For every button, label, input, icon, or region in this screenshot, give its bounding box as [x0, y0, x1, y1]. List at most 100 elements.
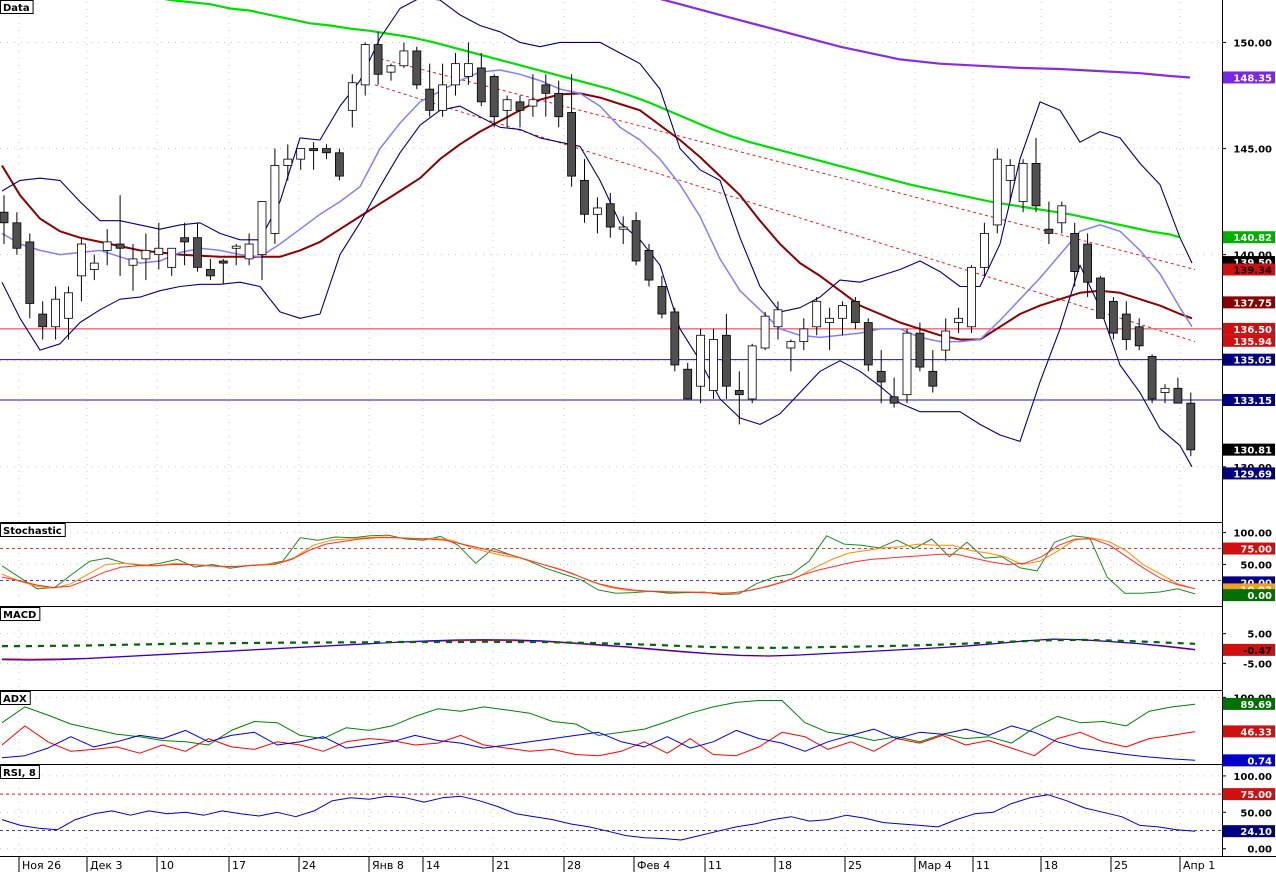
candle-body — [1018, 162, 1028, 202]
badge-background — [1223, 467, 1275, 480]
price-series — [0, 0, 1196, 468]
candle — [851, 297, 860, 329]
candle-body — [528, 99, 538, 107]
candle-body — [876, 370, 886, 383]
date-tick-label: 25 — [848, 859, 862, 872]
badge-background — [1223, 322, 1275, 335]
candle — [463, 42, 473, 85]
candle-body — [296, 148, 306, 160]
badge-value: 130.81 — [1233, 446, 1272, 457]
candle — [1186, 392, 1196, 457]
candle-body — [77, 243, 86, 277]
candle — [876, 350, 886, 404]
candle-body — [941, 330, 951, 351]
candle — [1057, 201, 1067, 234]
panel-title: MACD — [3, 610, 36, 621]
candle-body — [747, 345, 757, 400]
candle-body — [64, 292, 73, 319]
candle — [1160, 384, 1170, 404]
stochastic-series — [1, 534, 1196, 595]
candle-body — [412, 50, 422, 86]
macd-axis-labels: 5.00 -5.00 -0.47 — [1222, 630, 1275, 670]
axis-tick-label: 150.00 — [1233, 38, 1272, 49]
badge-background — [1223, 353, 1275, 366]
candle-body — [683, 368, 693, 400]
candle-body — [928, 370, 938, 387]
candle-body — [25, 241, 35, 304]
axis-tick-label: 145.00 — [1233, 145, 1272, 156]
candle — [154, 222, 164, 270]
date-tick-label: 18 — [1044, 859, 1058, 872]
candle — [941, 318, 951, 361]
candle-body — [205, 269, 215, 277]
panel-label: Data — [0, 0, 34, 14]
candle — [812, 297, 822, 336]
panel-label: Stochastic — [0, 523, 66, 537]
candle-body — [605, 203, 615, 228]
axis-tick-label: 0.00 — [1247, 845, 1272, 856]
candle — [799, 318, 809, 351]
candle — [51, 286, 60, 340]
candle — [489, 74, 499, 128]
badge-value: 139.34 — [1233, 265, 1272, 276]
badge-background — [1223, 825, 1275, 838]
candle — [141, 233, 151, 281]
indicator-line — [1, 725, 1196, 757]
candle-body — [167, 247, 177, 268]
candle-body — [670, 311, 680, 366]
candle-body — [244, 243, 254, 260]
badge-value: -0.47 — [1243, 646, 1272, 657]
candle-body — [980, 233, 989, 268]
panel-title: Data — [3, 3, 30, 14]
candle-body — [1070, 233, 1080, 273]
candle — [722, 314, 731, 399]
date-tick-label: Апр 1 — [1183, 859, 1215, 872]
rsi-series — [1, 794, 1196, 841]
indicator-line — [1, 105, 1193, 468]
badge-value: 129.69 — [1233, 469, 1272, 480]
indicator-line — [659, 0, 1191, 79]
candle — [102, 229, 112, 266]
candle-body — [141, 249, 151, 260]
candle — [863, 318, 873, 372]
candle-body — [128, 258, 138, 266]
candle-body — [218, 260, 228, 264]
candle — [283, 144, 293, 181]
badge-value: 140.82 — [1233, 233, 1272, 244]
candle-body — [270, 165, 280, 234]
candle — [838, 301, 847, 336]
price-badge: 136.50 — [1223, 322, 1275, 336]
candle — [438, 63, 448, 117]
date-tick-label: Мар 4 — [918, 859, 952, 872]
panel-macd — [0, 609, 1222, 690]
panel-adx — [0, 693, 1222, 764]
badge-value: 75.00 — [1240, 790, 1272, 801]
candle-body — [180, 237, 190, 243]
panel-rsi — [0, 767, 1222, 856]
candle — [954, 307, 963, 334]
badge-value: 46.33 — [1240, 727, 1272, 738]
candle — [889, 377, 899, 408]
candle-body — [257, 201, 267, 256]
candle — [670, 307, 680, 372]
badge-background — [1223, 754, 1275, 767]
badge-value: 137.75 — [1233, 298, 1272, 309]
candle-body — [386, 65, 396, 73]
price-badge: 24.10 — [1223, 825, 1275, 838]
badge-value: 24.10 — [1240, 827, 1272, 838]
candle-body — [438, 84, 448, 111]
price-badge: 135.05 — [1223, 353, 1275, 367]
badge-background — [1223, 296, 1275, 309]
candle-body — [12, 222, 22, 249]
date-tick-label: Янв 8 — [372, 859, 404, 872]
candle-body — [373, 44, 383, 75]
badge-background — [1223, 443, 1275, 456]
candle — [1109, 297, 1118, 340]
candle-body — [502, 99, 512, 111]
candle — [515, 95, 525, 128]
candle — [412, 46, 422, 90]
badge-background — [1223, 697, 1275, 710]
candle-body — [102, 241, 112, 251]
